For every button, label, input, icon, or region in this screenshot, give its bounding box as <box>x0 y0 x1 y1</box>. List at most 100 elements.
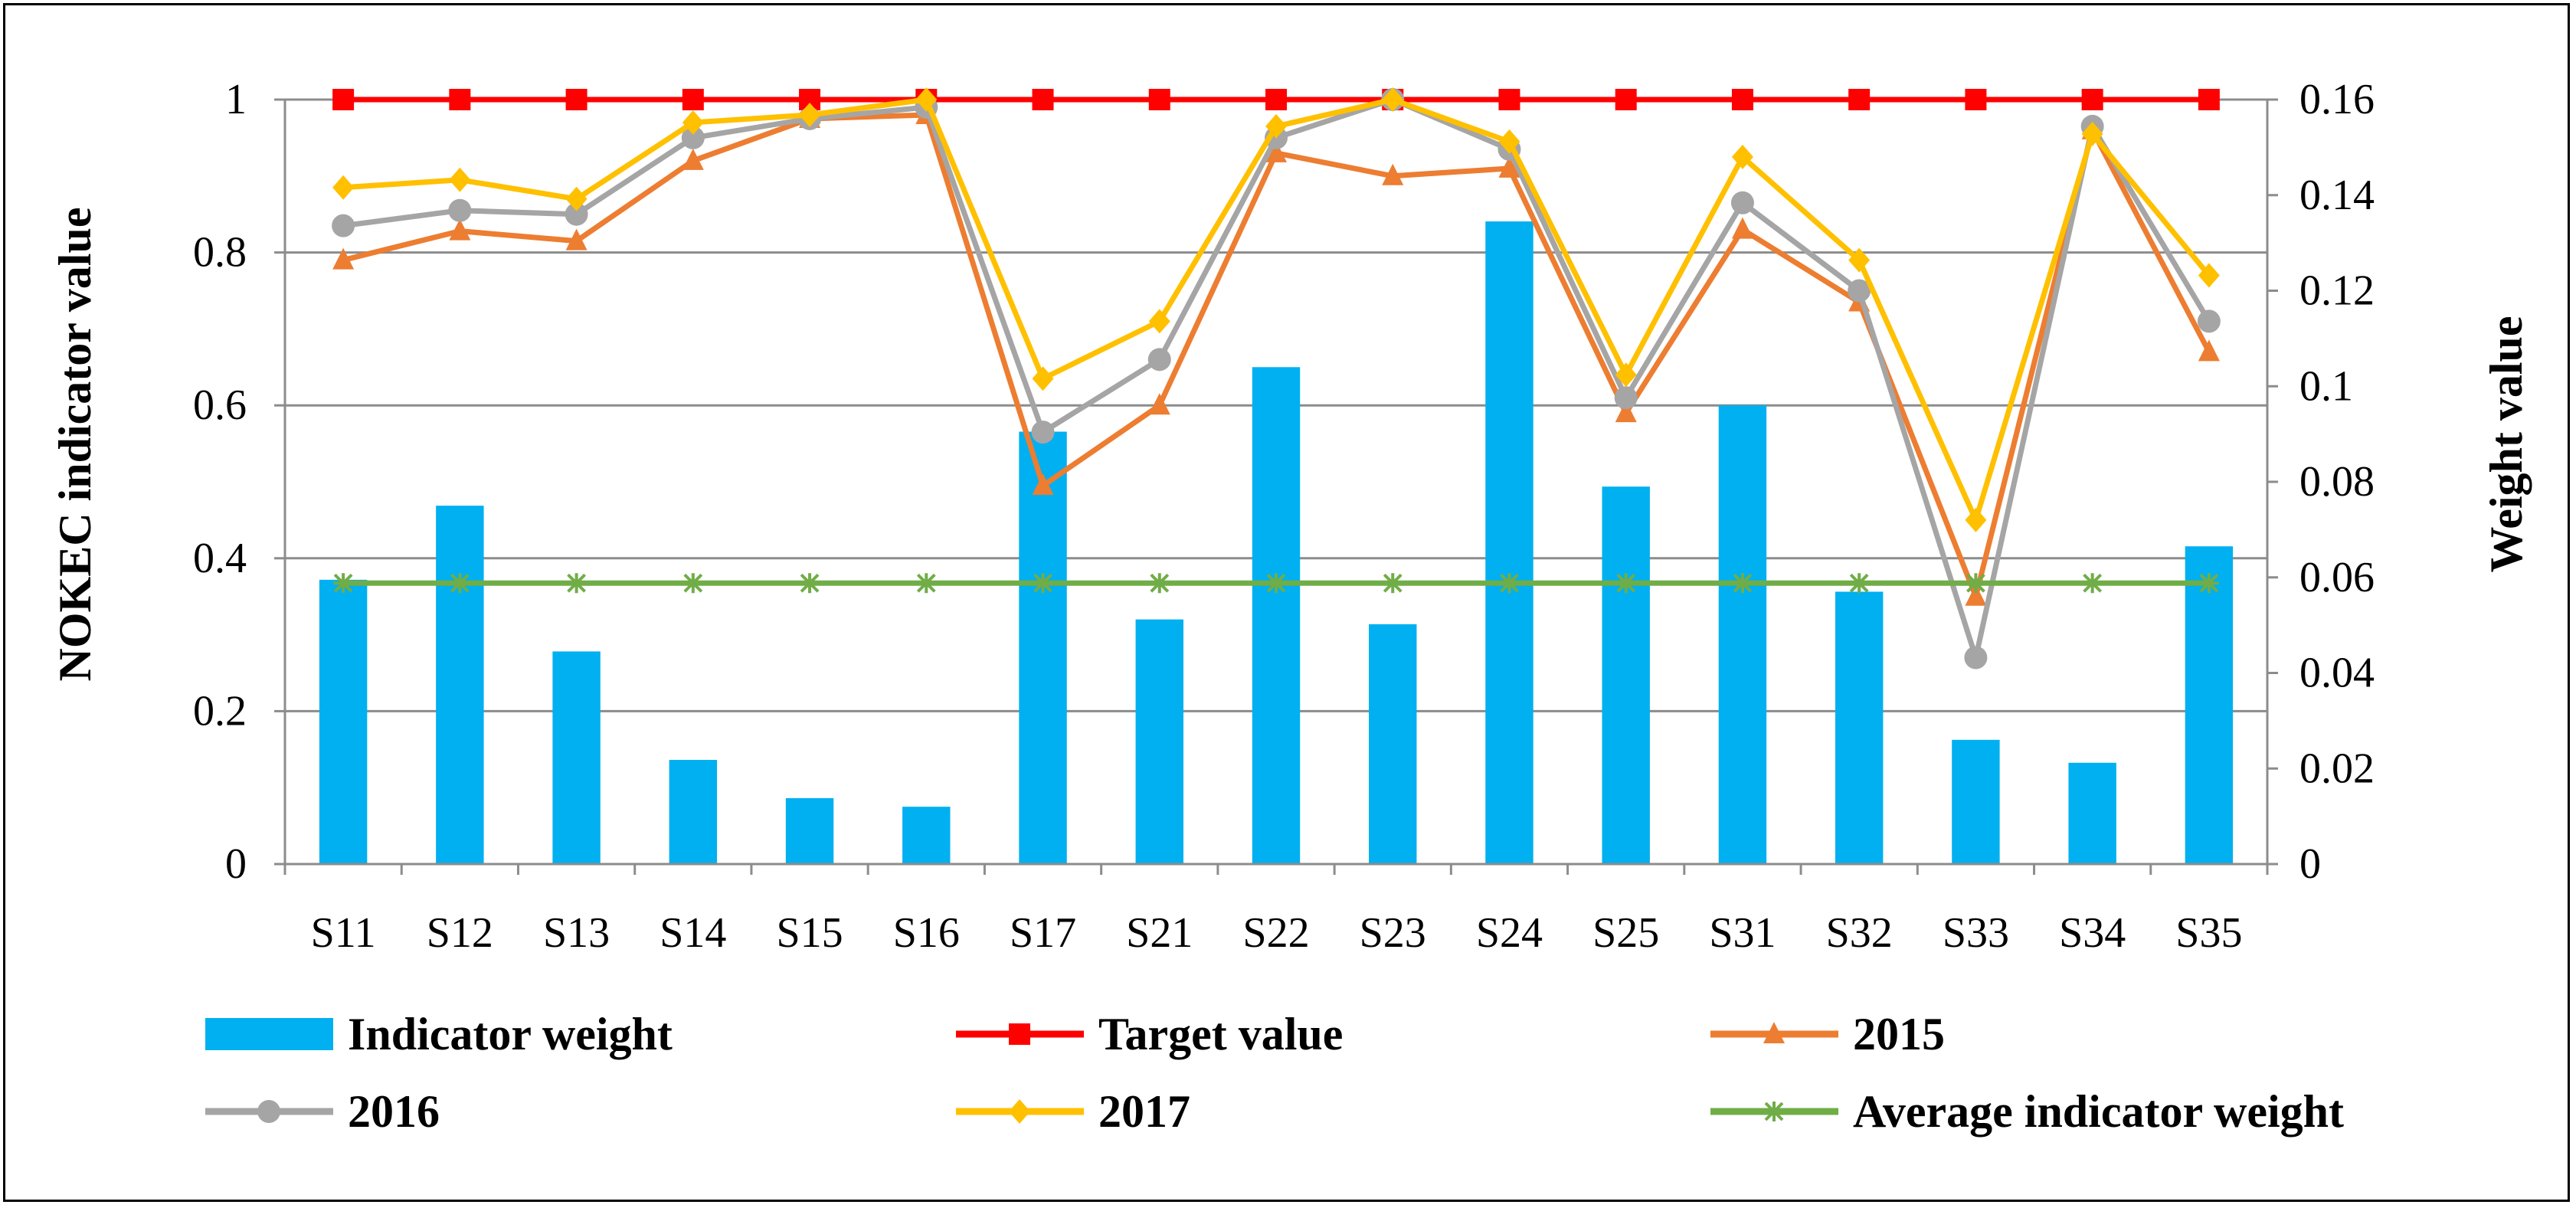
y-left-tick-label: 0.8 <box>193 229 247 277</box>
x-tick-label: S31 <box>1709 909 1776 957</box>
data-point <box>1732 573 1753 594</box>
data-point <box>682 573 703 594</box>
legend-swatch <box>205 1018 333 1050</box>
bar <box>1718 405 1767 864</box>
data-point <box>1265 140 1287 162</box>
bar <box>1369 624 1417 864</box>
data-point <box>681 126 705 149</box>
x-tick-label: S35 <box>2175 909 2242 957</box>
data-point <box>1383 573 1403 594</box>
y-right-tick-label: 0.1 <box>2299 362 2353 410</box>
y-right-tick-label: 0.02 <box>2299 745 2375 792</box>
y-left-tick-label: 0 <box>225 840 247 888</box>
data-point <box>2082 573 2103 594</box>
legend-marker <box>1009 1099 1030 1124</box>
data-point <box>1966 573 1986 594</box>
data-point <box>1147 348 1171 372</box>
data-point <box>799 102 821 127</box>
data-point <box>1498 89 1520 110</box>
bar <box>669 760 718 864</box>
data-point <box>1615 401 1637 423</box>
bar <box>1602 486 1650 864</box>
data-point <box>2198 573 2219 594</box>
legend-label: 2015 <box>1853 1009 1945 1059</box>
data-point <box>1382 87 1404 112</box>
data-point <box>1965 507 1987 532</box>
data-point <box>449 89 471 110</box>
y-right-tick-label: 0.16 <box>2299 76 2375 123</box>
legend-marker <box>1763 1022 1785 1043</box>
data-point <box>1615 362 1637 388</box>
data-point <box>1730 191 1754 214</box>
y-right-tick-label: 0.14 <box>2299 172 2375 219</box>
axes <box>274 98 2278 875</box>
legend-marker <box>257 1100 280 1123</box>
bar <box>1252 367 1301 864</box>
bar <box>1835 591 1884 864</box>
data-point <box>1964 646 1988 669</box>
data-point <box>1265 89 1287 110</box>
data-point <box>1498 129 1520 154</box>
data-point <box>565 202 588 226</box>
data-point <box>1148 393 1170 415</box>
bar <box>2185 546 2234 864</box>
y-right-tick-label: 0.06 <box>2299 554 2375 601</box>
y-left-tick-label: 0.6 <box>193 381 247 429</box>
x-tick-label: S25 <box>1592 909 1659 957</box>
data-point <box>2197 309 2221 333</box>
y-axis-left-title: NOKEC indicator value <box>50 208 100 682</box>
data-point <box>1033 573 1053 594</box>
data-point <box>565 228 588 250</box>
data-point <box>682 148 704 170</box>
data-point <box>1731 144 1753 169</box>
x-tick-label: S14 <box>660 909 726 957</box>
x-tick-label: S12 <box>427 909 493 957</box>
y-right-tick-label: 0.08 <box>2299 458 2375 506</box>
bar <box>785 797 834 864</box>
data-point <box>1032 89 1054 110</box>
legend-label: Average indicator weight <box>1853 1086 2344 1137</box>
data-point <box>2081 121 2103 146</box>
data-point <box>448 198 472 222</box>
data-point <box>1148 89 1170 110</box>
legend-label: 2017 <box>1098 1086 1190 1137</box>
data-point <box>332 247 355 270</box>
data-point <box>565 89 588 110</box>
x-tick-label: S34 <box>2059 909 2126 957</box>
y-left-tick-label: 0.4 <box>193 535 247 582</box>
y-left-tick-label: 0.2 <box>193 687 247 735</box>
x-tick-label: S24 <box>1476 909 1543 957</box>
y-right-tick-label: 0.04 <box>2299 650 2375 697</box>
data-point <box>332 175 355 200</box>
data-point <box>1848 89 1871 110</box>
x-tick-label: S21 <box>1126 909 1193 957</box>
bar-series <box>319 221 2234 864</box>
bar <box>1135 619 1183 864</box>
legend-label: Target value <box>1098 1009 1343 1059</box>
bar <box>2068 762 2116 864</box>
data-point <box>1965 584 1987 606</box>
data-point <box>1615 89 1637 110</box>
data-point <box>1149 573 1170 594</box>
data-point <box>2198 263 2220 288</box>
line-series <box>332 87 2221 669</box>
y-right-tick-label: 0.12 <box>2299 267 2375 315</box>
bar <box>1019 431 1067 864</box>
data-point <box>800 573 820 594</box>
legend-label: 2016 <box>348 1086 440 1137</box>
legend-label: Indicator weight <box>348 1009 673 1059</box>
data-point <box>682 89 704 110</box>
bar <box>1485 221 1533 864</box>
data-point <box>449 167 471 192</box>
data-point <box>1382 163 1404 185</box>
data-point <box>916 573 937 594</box>
data-point <box>2198 339 2220 362</box>
data-point <box>915 87 938 112</box>
data-point <box>1032 473 1054 495</box>
data-point <box>1848 279 1871 303</box>
data-point <box>566 573 587 594</box>
data-point <box>682 110 704 135</box>
x-tick-label: S16 <box>893 909 960 957</box>
x-tick-label: S15 <box>776 909 843 957</box>
